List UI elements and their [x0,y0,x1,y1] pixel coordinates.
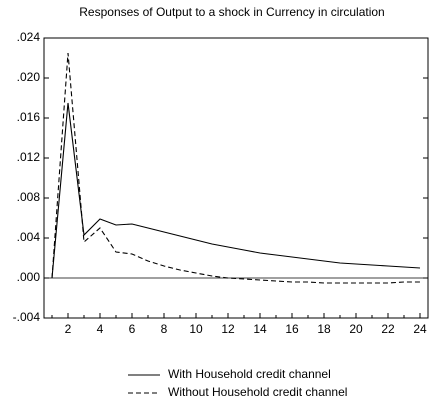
x-tick-label: 22 [381,322,395,336]
y-tick-label: .008 [17,190,41,204]
x-tick-label: 6 [129,322,136,336]
y-tick-label: .012 [17,150,41,164]
x-tick-label: 24 [413,322,427,336]
x-tick-label: 4 [97,322,104,336]
y-tick-label: .016 [17,110,41,124]
y-tick-label: .020 [17,70,41,84]
plot-frame [43,37,429,319]
x-tick-label: 12 [221,322,235,336]
x-tick-label: 18 [317,322,331,336]
y-tick-label: -.004 [13,310,41,324]
y-tick-label: .004 [17,230,41,244]
x-tick-label: 20 [349,322,363,336]
x-tick-label: 10 [189,322,203,336]
series-line [51,52,420,284]
y-tick-label: .024 [17,30,41,44]
x-tick-label: 8 [161,322,168,336]
x-tick-label: 14 [253,322,267,336]
x-tick-label: 2 [65,322,72,336]
y-tick-label: .000 [17,270,41,284]
series-line [51,102,421,279]
x-tick-label: 16 [285,322,299,336]
legend-label: With Household credit channel [168,367,331,381]
chart-title: Responses of Output to a shock in Curren… [79,5,384,19]
legend-label: Without Household credit channel [168,385,347,399]
